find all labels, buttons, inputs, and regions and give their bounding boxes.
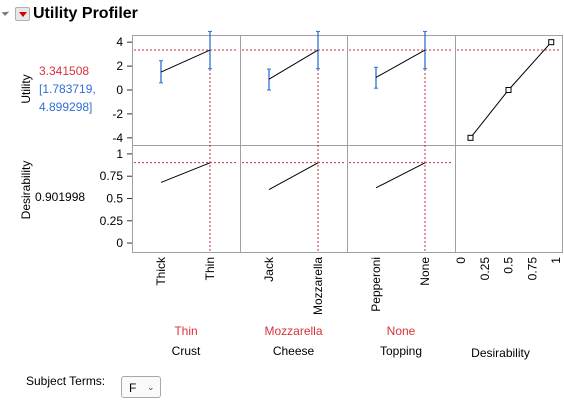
desirability-tick-label: 0 (116, 236, 123, 250)
profile-cells (132, 30, 563, 253)
subject-terms-value: F (129, 381, 137, 395)
desirability-y-ticks: 1 0.75 0.5 0.25 0 (100, 147, 132, 250)
desirability-current-value: 0.901998 (35, 190, 85, 204)
desirability-x-tick-label: 0.25 (478, 257, 492, 281)
panel-header: Utility Profiler (0, 0, 564, 30)
desirability-profile-line (375, 162, 426, 189)
desirability-profile-line (268, 162, 319, 191)
desirability-x-tick-label: 1 (549, 257, 563, 264)
chevron-down-icon: ⌄ (147, 382, 155, 392)
factor-current-setting[interactable]: Mozzarella (264, 324, 322, 338)
desirability-x-tick-label: 0 (454, 257, 468, 264)
utility-cell-frame (347, 35, 456, 146)
desirability-function-label: Desirability (471, 346, 530, 360)
utility-tick-label: 4 (116, 35, 123, 49)
desirability-profile-line (160, 162, 211, 183)
utility-profile-line (160, 49, 211, 73)
utility-ci-lower: [1.783719, (39, 82, 96, 96)
desirability-cell-frame (132, 145, 241, 253)
utility-current-value: 3.341508 (39, 64, 89, 78)
factor-level-label: Jack (262, 256, 276, 282)
desirability-handle[interactable] (548, 39, 555, 46)
factor-level-label: Mozzarella (311, 257, 325, 315)
desirability-axis-label: Desirability (19, 161, 33, 220)
factor-current-setting[interactable]: Thin (174, 324, 197, 338)
factor-name-label: Cheese (273, 344, 315, 358)
utility-profile-line (375, 49, 426, 78)
desirability-tick-label: 0.25 (100, 214, 124, 228)
utility-tick-label: 2 (116, 59, 123, 73)
utility-tick-label: -2 (112, 107, 123, 121)
desirability-tick-label: 0.5 (106, 192, 123, 206)
factor-level-label: Thin (203, 257, 217, 280)
utility-cell-frame (240, 35, 348, 146)
factor-level-label: Pepperoni (369, 257, 383, 312)
utility-tick-label: 0 (116, 83, 123, 97)
utility-y-ticks: 4 2 0 -2 -4 (112, 35, 132, 145)
desirability-x-tick-label: 0.75 (525, 257, 539, 281)
red-triangle-menu-icon[interactable] (15, 7, 30, 21)
desirability-cell-frame (240, 145, 348, 253)
utility-profile-line (268, 49, 319, 80)
factor-name-label: Topping (380, 344, 422, 358)
utility-tick-label: -4 (112, 131, 123, 145)
factor-level-label: Thick (154, 256, 168, 286)
desirability-cell-frame (347, 145, 456, 253)
factor-name-label: Crust (172, 344, 201, 358)
empty-cell-frame (455, 145, 563, 253)
subject-terms-select[interactable]: F ⌄ (121, 376, 161, 398)
desirability-handle[interactable] (467, 134, 474, 141)
factor-axis-labels: Thick Thin Thin Crust Jack Mozzarella Mozzarel… (154, 256, 563, 360)
panel-title: Utility Profiler (33, 5, 138, 22)
profiler-graph: Utility Desirability 3.341508 [1.783719,… (19, 30, 563, 360)
desirability-tick-label: 0.75 (100, 169, 124, 183)
subject-terms-label: Subject Terms: (26, 374, 106, 388)
utility-axis-label: Utility (19, 74, 33, 103)
utility-cell-frame (132, 35, 241, 146)
desirability-tick-label: 1 (116, 147, 123, 161)
utility-ci-upper: 4.899298] (39, 100, 92, 114)
desirability-x-tick-label: 0.5 (502, 257, 516, 274)
factor-current-setting[interactable]: None (387, 324, 416, 338)
desirability-handle[interactable] (505, 87, 512, 93)
factor-level-label: None (418, 257, 432, 286)
